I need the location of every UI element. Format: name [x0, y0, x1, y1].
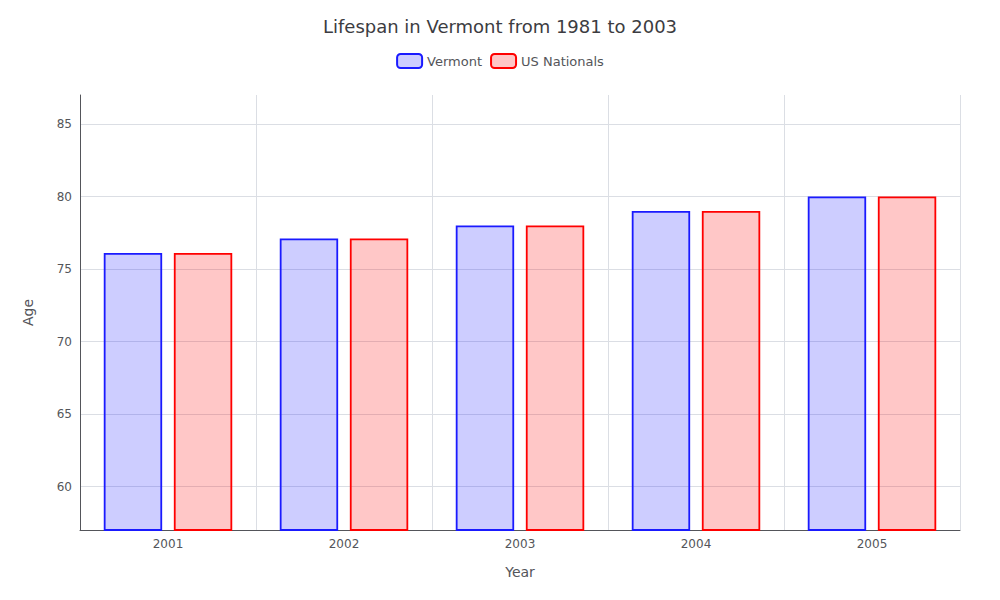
svg-text:65: 65	[57, 407, 72, 421]
svg-text:2001: 2001	[153, 537, 184, 551]
svg-text:Vermont: Vermont	[427, 54, 482, 69]
svg-text:Lifespan in Vermont from 1981: Lifespan in Vermont from 1981 to 2003	[323, 16, 677, 37]
svg-text:60: 60	[57, 480, 72, 494]
svg-text:2005: 2005	[857, 537, 888, 551]
svg-text:85: 85	[57, 117, 72, 131]
svg-text:Age: Age	[20, 299, 36, 326]
svg-text:2002: 2002	[329, 537, 360, 551]
svg-text:2004: 2004	[681, 537, 712, 551]
svg-text:80: 80	[57, 190, 72, 204]
svg-text:Year: Year	[504, 564, 535, 580]
svg-text:US Nationals: US Nationals	[521, 54, 604, 69]
svg-text:75: 75	[57, 262, 72, 276]
svg-text:70: 70	[57, 335, 72, 349]
svg-text:2003: 2003	[505, 537, 536, 551]
